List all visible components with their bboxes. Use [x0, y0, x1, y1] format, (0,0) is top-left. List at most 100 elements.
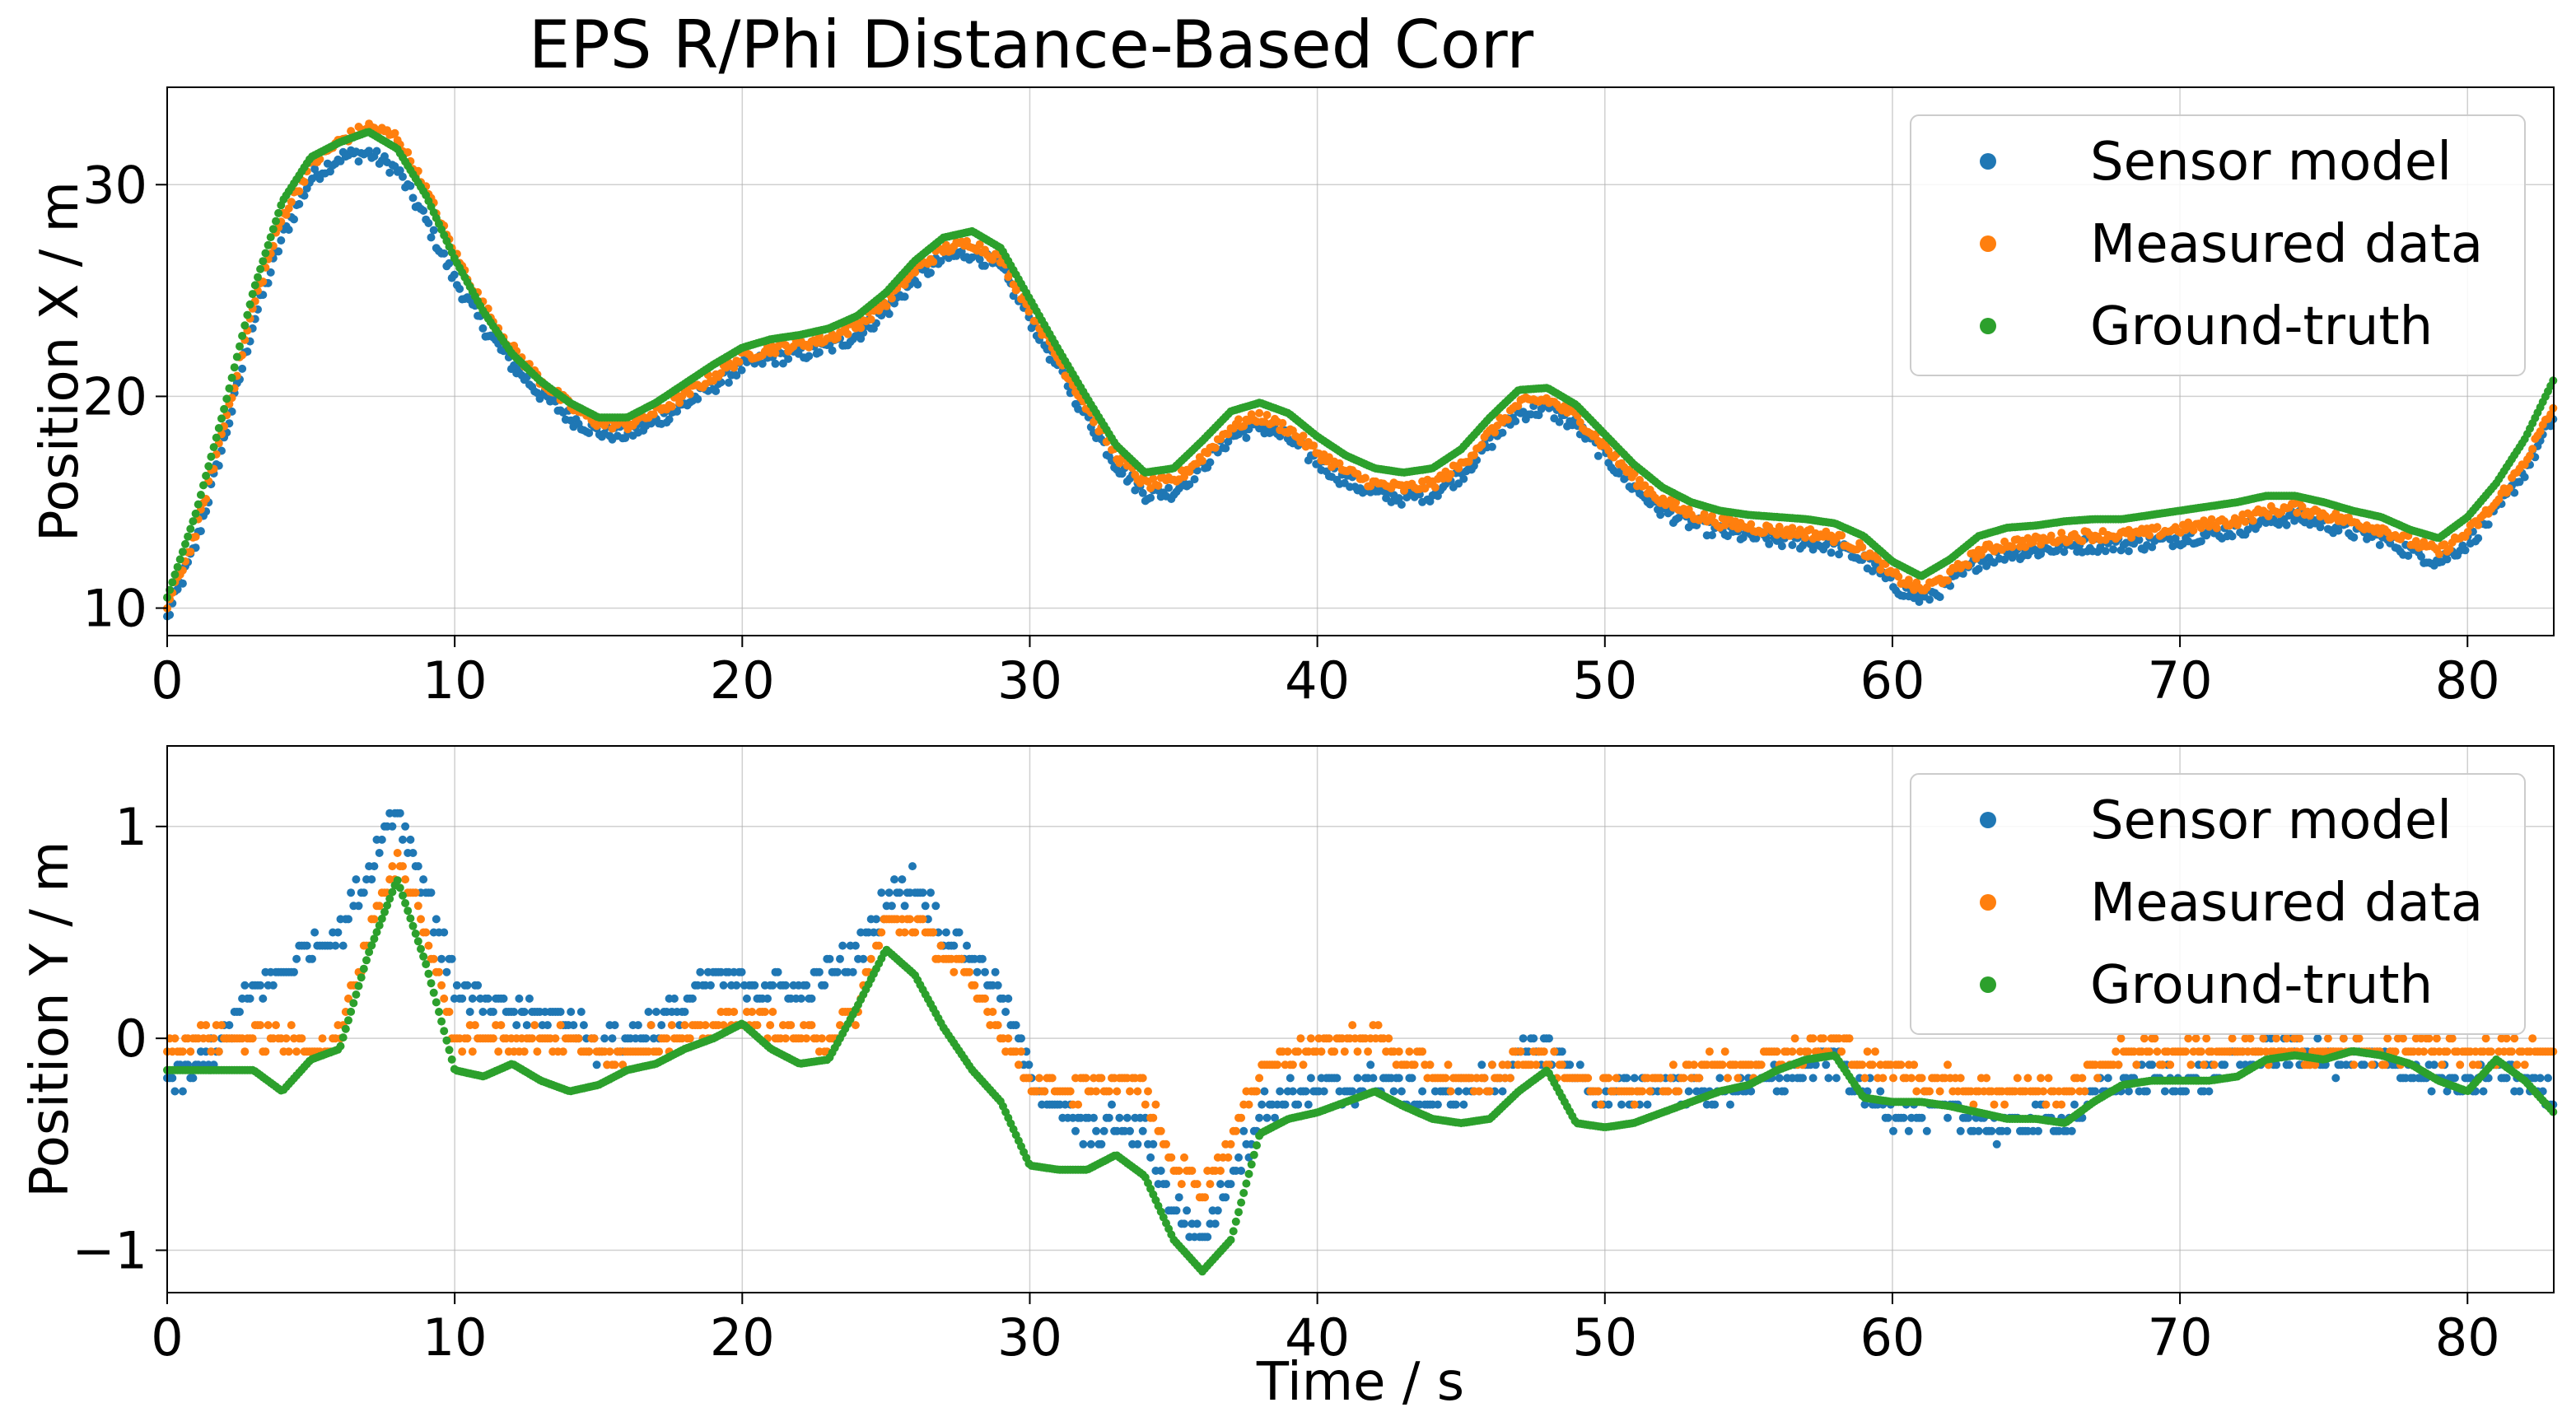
data-point: [308, 954, 316, 963]
data-point: [579, 1021, 588, 1030]
data-point: [1281, 1100, 1290, 1109]
series-ground-truth: [163, 876, 2558, 1276]
plot-position-y: 0 10 20 30 40 50 60 70 80−101 Position Y / m Sen…: [20, 745, 2558, 1368]
data-point: [2000, 555, 2009, 564]
data-point: [488, 1034, 497, 1043]
data-point: [474, 981, 483, 990]
data-point: [2228, 1034, 2237, 1043]
data-point: [2520, 473, 2529, 482]
data-point: [1255, 408, 1264, 417]
data-point: [2359, 1060, 2368, 1070]
data-point: [452, 981, 461, 990]
data-point: [2241, 517, 2250, 526]
data-point: [375, 921, 384, 930]
data-point: [1221, 444, 1230, 453]
data-point: [445, 1008, 454, 1016]
data-point: [261, 249, 270, 258]
data-point: [393, 849, 402, 857]
data-point: [1024, 1074, 1034, 1083]
data-point: [277, 236, 286, 245]
data-point: [1426, 1060, 1435, 1070]
data-point: [365, 147, 374, 156]
data-point: [1286, 1074, 1295, 1083]
data-point: [385, 168, 394, 177]
data-point: [1446, 1087, 1455, 1096]
data-point: [642, 1034, 651, 1043]
data-point: [2391, 1047, 2400, 1056]
data-point: [227, 373, 236, 382]
data-point: [230, 363, 239, 372]
data-point: [437, 954, 446, 963]
data-point: [429, 988, 438, 997]
data-point: [558, 1047, 567, 1056]
data-point: [1925, 595, 1934, 604]
data-point: [1394, 494, 1403, 503]
legend-label: Measured data: [2090, 214, 2483, 275]
data-point: [887, 902, 896, 911]
data-point: [2145, 1047, 2154, 1056]
data-point: [1723, 1074, 1732, 1083]
data-point: [2145, 531, 2154, 540]
data-point: [1364, 1047, 1373, 1056]
data-point: [2424, 1034, 2434, 1043]
data-point: [2429, 1060, 2438, 1070]
data-point: [667, 402, 676, 411]
data-point: [1081, 1074, 1090, 1083]
data-point: [929, 258, 938, 266]
data-point: [975, 255, 984, 264]
data-point: [468, 1047, 477, 1056]
data-point: [1944, 1113, 1952, 1122]
data-point: [512, 1021, 521, 1030]
data-point: [941, 240, 950, 249]
data-point: [1788, 1047, 1797, 1056]
data-point: [556, 1021, 565, 1030]
data-point: [370, 934, 379, 944]
data-point: [1889, 1126, 1897, 1135]
data-point: [1397, 500, 1406, 509]
data-point: [408, 193, 418, 203]
data-point: [543, 1021, 552, 1030]
data-point: [458, 1047, 467, 1056]
data-point: [370, 915, 379, 924]
data-point: [1907, 1074, 1916, 1083]
data-point: [2003, 1126, 2012, 1135]
data-point: [287, 1021, 296, 1030]
data-point: [1799, 1074, 1807, 1083]
data-point: [422, 928, 431, 937]
data-point: [1451, 1100, 1460, 1109]
data-point: [742, 994, 751, 1003]
data-point: [2334, 526, 2343, 535]
data-point: [1822, 1060, 1831, 1070]
data-point: [1011, 1021, 1020, 1030]
data-point: [685, 1034, 694, 1043]
data-point: [2313, 1034, 2322, 1043]
data-point: [1788, 524, 1797, 533]
data-point: [1668, 1060, 1678, 1070]
data-point: [618, 1060, 628, 1070]
data-point: [768, 1008, 777, 1016]
data-point: [2443, 555, 2452, 564]
data-point: [2311, 1060, 2320, 1070]
legend-marker: [1980, 153, 1996, 170]
data-point: [766, 1021, 775, 1030]
data-point: [1858, 543, 1867, 552]
data-point: [1485, 1087, 1494, 1096]
data-point: [483, 994, 492, 1003]
data-point: [1917, 1113, 1926, 1122]
data-point: [1149, 474, 1158, 483]
data-point: [525, 994, 534, 1003]
data-point: [913, 280, 922, 289]
data-point: [1389, 1087, 1398, 1096]
data-point: [1594, 1087, 1603, 1096]
data-point: [2411, 537, 2420, 546]
data-point: [2046, 531, 2056, 540]
data-point: [2140, 1034, 2149, 1043]
data-point: [2284, 1060, 2294, 1070]
data-point: [1004, 1034, 1013, 1043]
data-point: [458, 994, 467, 1003]
data-point: [248, 1034, 257, 1043]
data-point: [354, 981, 363, 990]
data-point: [440, 249, 449, 258]
data-point: [1982, 1074, 1991, 1083]
data-point: [836, 954, 844, 963]
